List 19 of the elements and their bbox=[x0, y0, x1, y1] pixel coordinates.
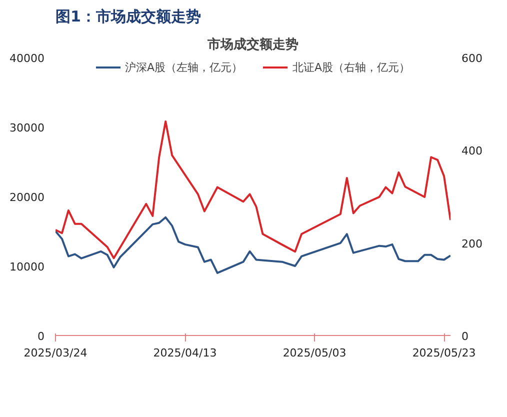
x-tick-label: 2025/05/23 bbox=[412, 346, 476, 360]
y2-tick-label: 400 bbox=[462, 144, 482, 158]
y-tick-label: 10000 bbox=[10, 260, 45, 274]
legend-label: 北证A股（右轴，亿元） bbox=[292, 60, 410, 74]
y2-tick-label: 200 bbox=[462, 237, 482, 250]
y-tick-label: 40000 bbox=[10, 52, 45, 65]
y-tick-label: 0 bbox=[38, 330, 44, 343]
x-tick-label: 2025/05/03 bbox=[282, 346, 346, 360]
y2-tick-label: 600 bbox=[462, 52, 482, 65]
x-tick-label: 2025/04/13 bbox=[153, 346, 217, 360]
x-tick-label: 2025/03/24 bbox=[24, 346, 88, 360]
line-series bbox=[56, 120, 450, 260]
y-tick-label: 30000 bbox=[10, 122, 45, 134]
y-tick-label: 20000 bbox=[10, 191, 45, 204]
chart-subtitle: 市场成交额走势 bbox=[206, 36, 298, 52]
chart-title: 图1：市场成交额走势 bbox=[56, 8, 201, 26]
line-series bbox=[56, 216, 450, 274]
y2-tick-label: 0 bbox=[462, 330, 468, 343]
legend-label: 沪深A股（左轴，亿元） bbox=[124, 60, 242, 74]
